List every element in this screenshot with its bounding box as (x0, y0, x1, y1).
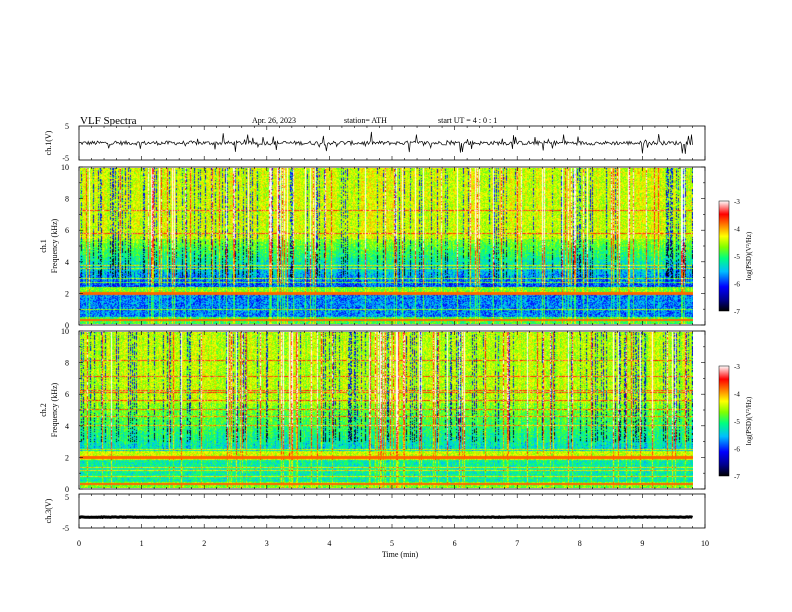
freq-tick-label: 8 (65, 195, 69, 204)
x-tick-label: 4 (327, 539, 331, 548)
freq-tick-label: 2 (65, 453, 69, 462)
x-tick-label: 0 (77, 539, 81, 548)
x-axis-label: Time (min) (382, 550, 419, 559)
ch2-spec-ylabel-line2: Frequency (kHz) (50, 382, 59, 437)
date-label: Apr. 26, 2023 (252, 116, 296, 125)
colorbar-tick-label: -3 (734, 363, 740, 371)
freq-tick-label: 6 (65, 226, 69, 235)
ch1-spectrogram-panel: ch.1 Frequency (kHz) 0 2 4 6 8 10 (39, 163, 706, 330)
colorbar-tick-label: -5 (734, 418, 740, 426)
station-label: station= ATH (344, 116, 387, 125)
x-tick-label: 8 (578, 539, 582, 548)
colorbar-tick-label: -4 (734, 391, 740, 399)
colorbar-tick-label: -7 (734, 473, 740, 481)
colorbar-tick-label: -7 (734, 308, 740, 316)
x-tick-label: 1 (140, 539, 144, 548)
x-tick-label: 9 (640, 539, 644, 548)
figure-title: VLF Spectra (80, 115, 137, 127)
ch3-waveform-trace (78, 515, 694, 520)
ch3-ytick-top: 5 (65, 493, 69, 502)
freq-tick-label: 2 (65, 289, 69, 298)
x-tick-label: 6 (453, 539, 457, 548)
ch1-spec-ylabel-line1: ch.1 (39, 239, 48, 253)
freq-tick-label: 6 (65, 390, 69, 399)
x-tick-label: 5 (390, 539, 394, 548)
start-time-label: start UT = 4 : 0 : 1 (438, 116, 497, 125)
ch1-ylabel: ch.1(V) (44, 130, 53, 155)
x-axis-tick-labels: 0 1 2 3 4 5 6 7 8 9 10 (77, 539, 709, 548)
colorbar-tick-label: -5 (734, 253, 740, 261)
ch3-ylabel: ch.3(V) (44, 498, 53, 523)
ch1-spectrogram-image (80, 168, 693, 324)
freq-tick-label: 4 (65, 258, 69, 267)
ch1-ytick-top: 5 (65, 122, 69, 131)
ch2-spectrogram-image (80, 332, 693, 488)
ch2-spec-ylabel-line1: ch.2 (39, 403, 48, 417)
freq-tick-label: 4 (65, 422, 69, 431)
ch3-waveform-panel: ch.3(V) 5 -5 (44, 493, 706, 533)
ch3-ytick-bottom: -5 (62, 524, 69, 533)
colorbar-tick-label: -4 (734, 226, 740, 234)
freq-tick-label: 10 (61, 163, 69, 172)
x-tick-label: 7 (515, 539, 519, 548)
ch1-colorbar: -3 -4 -5 -6 -7 log(PSD)(V²/Hz) (718, 198, 753, 316)
ch1-spec-ylabel-line2: Frequency (kHz) (50, 218, 59, 273)
x-tick-label: 3 (265, 539, 269, 548)
ch1-waveform-panel: ch.1(V) 5 -5 (44, 122, 706, 163)
ch2-spectrogram-panel: ch.2 Frequency (kHz) 0 2 4 6 8 10 (39, 327, 706, 494)
ch1-ytick-bottom: -5 (62, 154, 69, 163)
colorbar-tick-label: -6 (734, 281, 740, 289)
freq-tick-label: 10 (61, 327, 69, 336)
freq-tick-label: 8 (65, 359, 69, 368)
ch1-colorbar-label: log(PSD)(V²/Hz) (745, 231, 753, 280)
colorbar-tick-label: -3 (734, 198, 740, 206)
ch1-waveform-trace (78, 131, 693, 154)
colorbar-tick-label: -6 (734, 446, 740, 454)
ch2-colorbar: -3 -4 -5 -6 -7 log(PSD)(V²/Hz) (718, 363, 753, 481)
x-tick-label: 2 (202, 539, 206, 548)
ch2-colorbar-label: log(PSD)(V²/Hz) (745, 396, 753, 445)
x-tick-label: 10 (701, 539, 709, 548)
freq-tick-label: 0 (65, 321, 69, 330)
freq-tick-label: 0 (65, 485, 69, 494)
